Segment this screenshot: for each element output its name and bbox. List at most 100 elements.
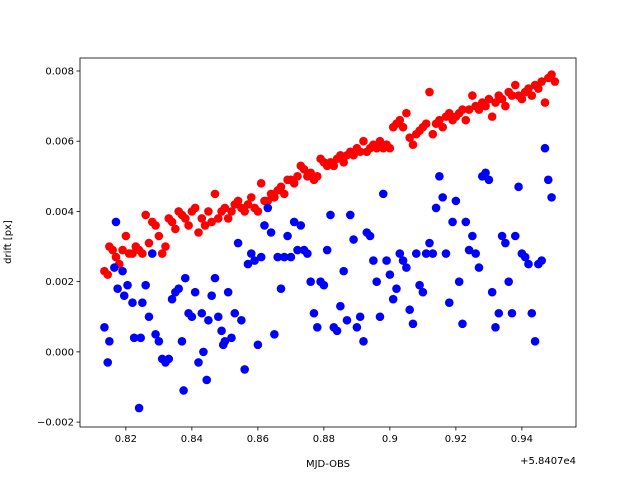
point [113,284,122,293]
point [289,179,299,188]
point [246,249,256,258]
point [438,122,447,132]
point [458,319,467,329]
point [246,193,256,202]
point [454,277,464,286]
point [220,337,230,346]
point [349,235,358,244]
point [425,238,434,248]
y-tick-label: 0.008 [45,66,74,77]
point [428,249,438,258]
point [138,249,147,258]
point [217,326,226,336]
point [510,80,520,90]
point [180,273,190,283]
point [481,101,490,111]
y-tick-label: 0.000 [45,347,74,358]
point [468,91,477,100]
point [128,298,137,308]
x-tick-label: 0.82 [115,434,137,445]
point [550,77,560,86]
point [108,245,117,255]
point [468,231,477,241]
point [202,375,212,385]
x-tick-label: 0.92 [445,434,467,445]
point [355,147,365,157]
y-axis-label: drift [px] [3,220,14,264]
point [444,108,454,118]
point [233,238,243,248]
point [398,122,408,132]
point [375,312,385,322]
point [151,221,160,230]
point [507,91,517,100]
point [230,308,240,318]
point [118,245,127,255]
point [210,189,220,199]
point [151,330,160,339]
point [190,287,200,297]
point [365,231,375,241]
point [194,358,203,367]
point [240,365,249,374]
x-tick-label: 0.9 [382,434,398,445]
point [276,284,286,293]
point [210,273,220,283]
point [537,77,546,86]
point [141,210,150,220]
point [204,207,213,216]
point [167,217,177,227]
point [487,112,497,121]
point [213,214,223,223]
point [154,231,164,241]
point [464,245,474,255]
point [105,337,114,346]
point [157,249,167,258]
point [524,84,533,93]
point [494,308,504,318]
point [144,312,154,322]
point [111,217,121,227]
point [190,203,200,213]
point [510,231,520,241]
point [425,87,434,97]
point [491,98,500,107]
point [279,189,289,199]
x-tick-label: 0.86 [247,434,269,445]
point [187,312,197,322]
point [369,256,378,265]
point [180,214,190,223]
point [497,231,507,241]
point [129,333,139,343]
point [293,172,302,181]
point [458,105,467,114]
point [121,231,131,241]
point [504,277,513,286]
point [174,284,183,293]
axes-frame [79,57,577,428]
point [372,277,381,286]
point [448,217,457,227]
point [375,136,385,146]
point [177,337,187,346]
point [405,133,414,142]
point [382,256,391,265]
point [276,182,286,192]
point [411,249,421,258]
point [200,221,210,230]
point [527,91,537,100]
point [359,136,368,146]
point [322,245,332,255]
point [289,217,299,227]
point [306,277,315,286]
point [359,337,368,346]
point [207,291,216,300]
point [507,308,517,318]
point [451,196,461,206]
point [408,319,418,329]
point [487,287,497,297]
point [501,238,510,248]
point [385,143,395,153]
